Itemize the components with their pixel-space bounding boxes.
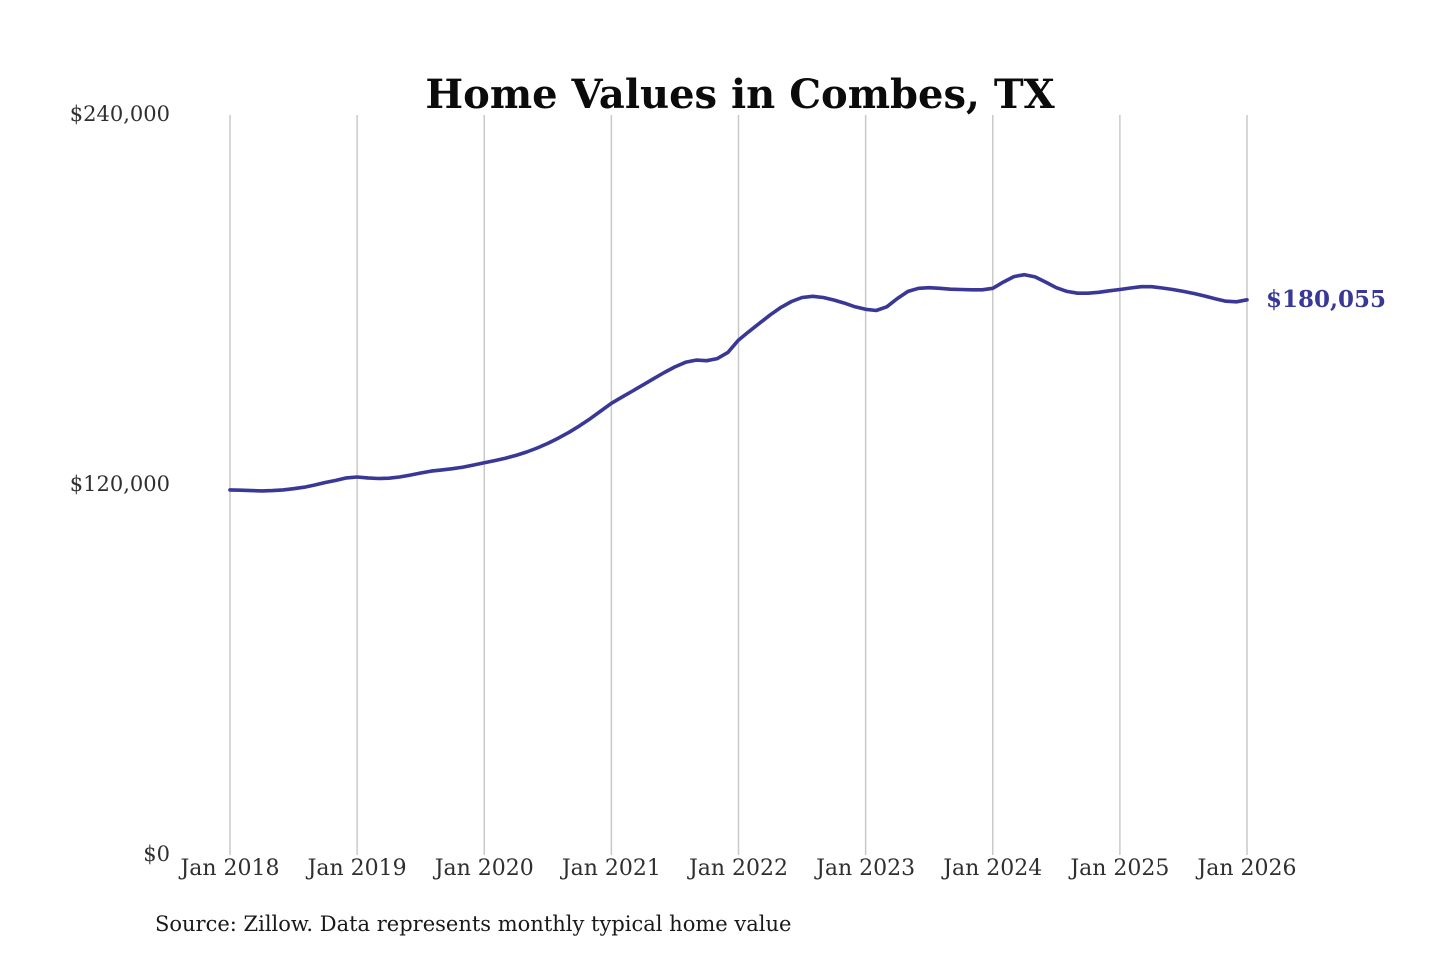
y-tick-0: $240,000 (69, 102, 170, 126)
current-value-label: $180,055 (1266, 285, 1387, 313)
x-tick-6: Jan 2024 (943, 856, 1043, 881)
x-tick-8: Jan 2026 (1197, 856, 1297, 881)
x-tick-5: Jan 2023 (816, 856, 916, 881)
home-value-line (228, 272, 1249, 493)
chart-title: Home Values in Combes, TX (425, 70, 1055, 118)
y-tick-1: $120,000 (69, 472, 170, 496)
x-tick-1: Jan 2019 (307, 856, 407, 881)
x-tick-4: Jan 2022 (688, 856, 789, 881)
source-note: Source: Zillow. Data represents monthly … (155, 912, 792, 936)
x-tick-2: Jan 2020 (434, 856, 534, 881)
y-tick-2: $0 (143, 842, 170, 866)
x-tick-0: Jan 2018 (180, 856, 280, 881)
x-tick-7: Jan 2025 (1070, 856, 1170, 881)
x-tick-3: Jan 2021 (561, 856, 661, 881)
